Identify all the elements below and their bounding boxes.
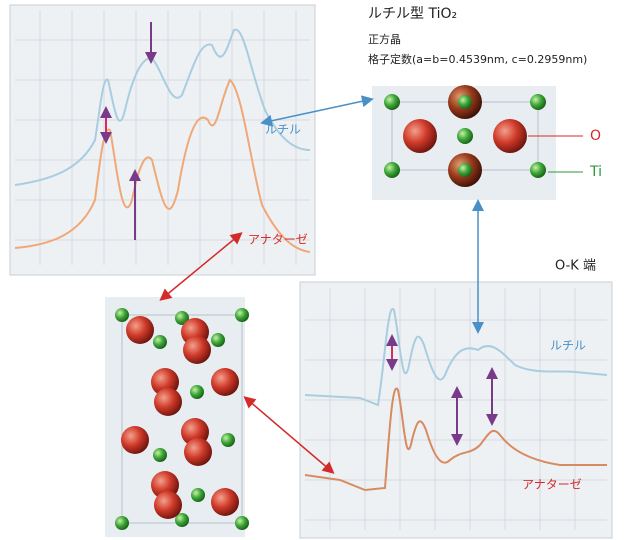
anatase-label: アナターゼ bbox=[522, 478, 582, 492]
edge-title: O-K 端 bbox=[555, 259, 596, 274]
o-label: O bbox=[590, 128, 601, 144]
lattice-constants: 格子定数(a=b=0.4539nm, c=0.2959nm) bbox=[368, 52, 587, 66]
figure: ルチル アナターゼ ルチル型 TiO₂ 正方晶 格子定数(a=b=0.4539n… bbox=[0, 0, 625, 540]
ti-label: Ti bbox=[589, 164, 602, 180]
rutile-label: ルチル bbox=[265, 123, 301, 137]
spectrum-panel-top: ルチル アナターゼ bbox=[10, 5, 315, 275]
crystal-title: ルチル型 TiO₂ bbox=[368, 6, 457, 22]
rutile-label: ルチル bbox=[550, 339, 586, 353]
anatase-structure bbox=[105, 297, 249, 537]
rutile-structure bbox=[372, 85, 556, 200]
crystal-system: 正方晶 bbox=[368, 32, 401, 46]
anatase-label: アナターゼ bbox=[248, 233, 308, 247]
spectrum-panel-bottom: ルチル アナターゼ bbox=[300, 282, 612, 538]
